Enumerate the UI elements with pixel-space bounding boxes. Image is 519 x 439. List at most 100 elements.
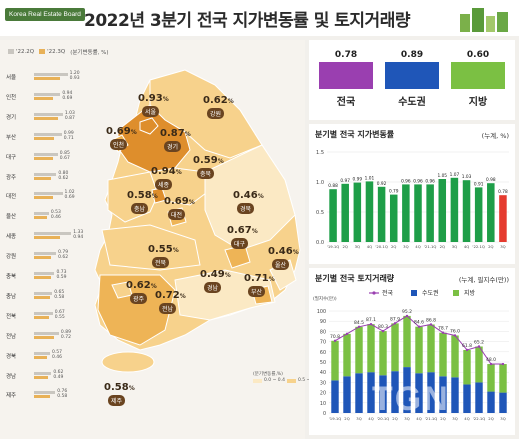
rate-bar xyxy=(426,184,434,242)
bar-q2-value: 0.85 xyxy=(59,150,70,156)
x-tick-label: 3Q xyxy=(403,244,408,249)
bar-value-label: 0.78 xyxy=(498,189,508,195)
bar-q3-value: 0.69 xyxy=(62,95,73,101)
map-value: 0.58% xyxy=(127,190,158,201)
local-bar xyxy=(463,349,471,385)
map-value: 0.67% xyxy=(227,225,258,236)
region-label: 광주 xyxy=(6,174,17,181)
quarterly-rate-chart: 0.0 0.5 1.0 1.5 0.88 '19.1Q 0.97 2Q 0.99 3Q 1.01 4Q… xyxy=(316,150,509,249)
local-bar xyxy=(499,364,507,393)
quarterly-title: 분기별 전국 지가변동률 xyxy=(315,130,395,139)
map-value: 0.59% xyxy=(193,155,224,166)
x-tick-label: 2Q xyxy=(391,244,396,249)
region-bar-pair xyxy=(34,351,50,359)
rate-bar xyxy=(341,183,349,242)
legend-swatch xyxy=(411,290,417,296)
y-tick-label: 0 xyxy=(323,411,326,417)
bar-q3 xyxy=(34,216,47,220)
region-label: 대구 xyxy=(6,154,17,161)
bar-q2 xyxy=(34,391,56,395)
map-region-tag: 대전 xyxy=(168,209,186,220)
capital-bar xyxy=(439,376,447,413)
national-point xyxy=(465,348,469,352)
scale-swatch xyxy=(253,378,262,383)
map-value: 0.93% xyxy=(138,93,169,104)
bar-value-label: 0.92 xyxy=(377,181,387,187)
bar-q2 xyxy=(34,371,52,375)
map-region-tag: 충북 xyxy=(197,168,215,179)
x-tick-label: 4Q xyxy=(464,416,469,421)
volume-title: 분기별 전국 토지거래량 xyxy=(315,274,395,283)
local-bar xyxy=(343,333,351,377)
national-point xyxy=(405,314,409,318)
map-region-tag: 경북 xyxy=(237,203,255,214)
capital-bar xyxy=(343,376,351,413)
map-region-tag: 강원 xyxy=(207,108,225,119)
x-tick-label: 4Q xyxy=(415,244,420,249)
y-tick-label: 70 xyxy=(320,340,326,346)
map-region-tag: 충남 xyxy=(131,203,149,214)
bar-value-label: 0.97 xyxy=(340,178,350,184)
national-point xyxy=(417,325,421,328)
bar-q3 xyxy=(34,355,47,359)
map-value: 0.62% xyxy=(126,280,157,291)
summary-value: 0.60 xyxy=(466,50,490,60)
x-tick-label: 2Q xyxy=(488,244,493,249)
bar-value-label: 1.07 xyxy=(450,172,460,178)
bar-q2-value: 1.33 xyxy=(73,230,84,236)
y-tick-label: 0.0 xyxy=(316,240,324,246)
bar-q3-value: 0.71 xyxy=(63,135,74,141)
y-tick-label: 30 xyxy=(320,380,326,386)
bar-q3-value: 0.67 xyxy=(59,155,70,161)
bar-q3 xyxy=(34,176,52,180)
line-value-label: 76.0 xyxy=(450,328,460,334)
line-value-label: 70.8 xyxy=(330,334,340,340)
y-unit-label: (필지수(만)) xyxy=(313,295,337,302)
summary-value: 0.89 xyxy=(400,50,424,60)
summary-panel: 0.78 전국 0.89 수도권 0.60 지방 xyxy=(309,40,515,120)
legend-unit: (분기변동률, %) xyxy=(70,50,109,56)
scale-label: 0.5 ~ 0.6 xyxy=(297,378,319,383)
quarterly-unit: (누계, %) xyxy=(481,132,509,140)
region-bar-pair xyxy=(34,371,52,379)
bar-q2-value: 0.67 xyxy=(54,309,65,315)
region-bar-pair xyxy=(34,291,53,299)
region-label: 세종 xyxy=(6,234,17,241)
header: Korea Real Estate Board 2022년 3분기 전국 지가변… xyxy=(0,0,519,36)
x-tick-label: '20.1Q xyxy=(377,416,390,421)
region-label: 부산 xyxy=(6,134,17,141)
map-value: 0.72% xyxy=(155,290,186,301)
region-label: 서울 xyxy=(6,75,17,81)
local-bar xyxy=(451,335,459,378)
bar-q3 xyxy=(34,236,61,240)
region-bar-pair xyxy=(34,73,68,80)
x-tick-label: 2Q xyxy=(440,244,445,249)
bar-q3 xyxy=(34,395,51,399)
quarterly-rate-panel: 분기별 전국 지가변동률 (누계, %) 0.0 0.5 1.0 1.5 0.88 '19… xyxy=(309,124,515,264)
bar-q3 xyxy=(34,335,55,339)
bar-q3 xyxy=(34,375,48,379)
line-value-label: 84.6 xyxy=(414,320,424,326)
x-tick-label: 2Q xyxy=(488,416,493,421)
scale-label: 0.0 ~ 0.4 xyxy=(264,378,285,383)
region-label: 대전 xyxy=(6,194,17,201)
rate-bar xyxy=(377,186,386,242)
map-region-tag: 인천 xyxy=(110,139,128,150)
map-region-tag: 세종 xyxy=(155,179,173,190)
region-bar-pair xyxy=(34,252,57,260)
bar-q2 xyxy=(34,212,49,216)
x-tick-label: 3Q xyxy=(452,416,457,421)
national-point xyxy=(501,362,505,366)
rate-bar xyxy=(474,187,483,242)
region-bar-pair xyxy=(34,192,63,200)
bar-q2 xyxy=(34,172,57,176)
bar-q2 xyxy=(34,291,53,295)
line-value-label: 84.5 xyxy=(354,320,364,326)
legend-curr: '22.3Q xyxy=(47,49,66,55)
bar-q3-value: 0.55 xyxy=(54,314,65,320)
bar-q2-value: 1.02 xyxy=(64,190,75,196)
summary-label: 전국 xyxy=(336,97,356,108)
bar-value-label: 0.91 xyxy=(474,181,484,187)
rate-bar xyxy=(462,180,471,242)
bar-q3-value: 0.69 xyxy=(64,195,75,201)
